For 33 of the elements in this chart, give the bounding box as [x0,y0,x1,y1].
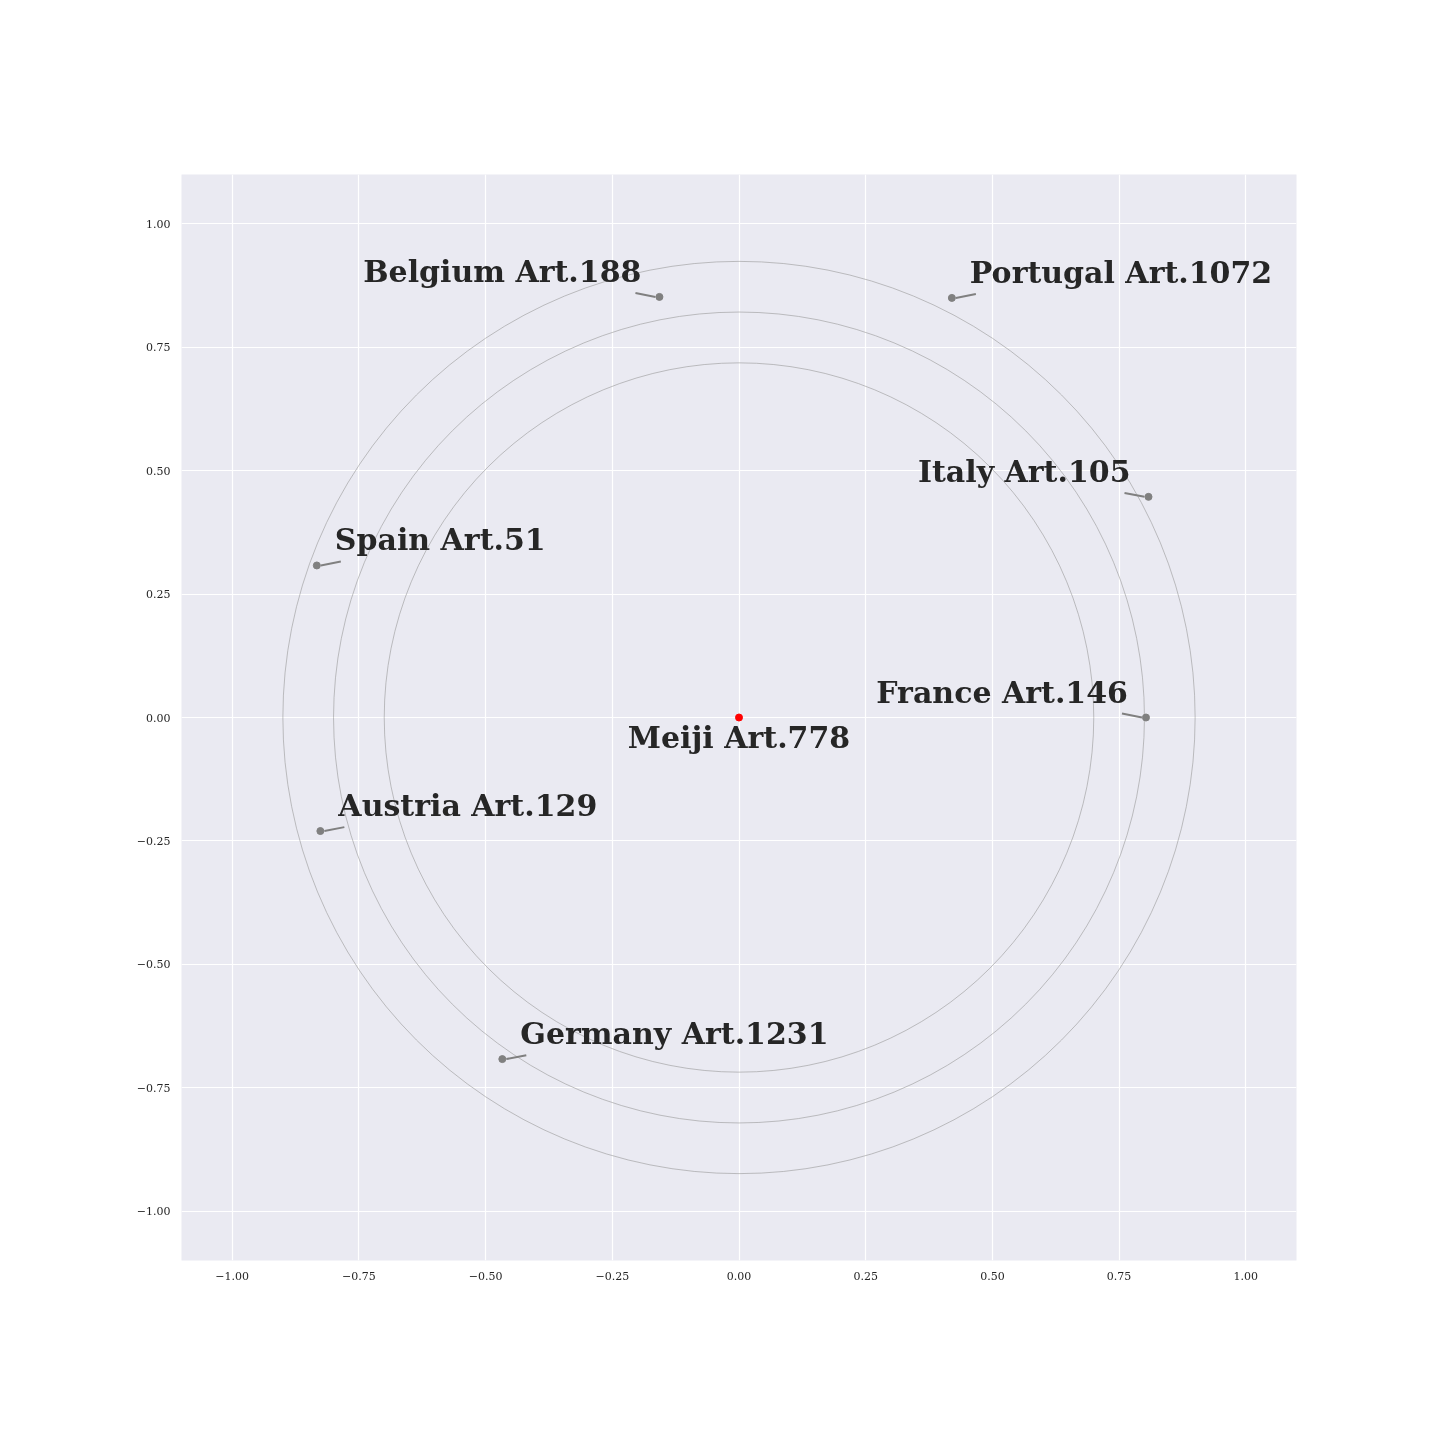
annotation: Germany Art.1231 [520,1016,829,1052]
point [498,1055,507,1064]
point [655,292,664,301]
y-tick-label: −0.75 [136,1081,171,1095]
x-tick-label: −0.50 [468,1269,503,1283]
annotation: Austria Art.129 [337,788,598,824]
y-tick-label: 0.00 [146,711,171,725]
x-tick-label: 0.25 [853,1269,878,1283]
y-tick-label: 0.25 [146,588,171,602]
x-tick-label: 0.50 [980,1269,1005,1283]
x-tick-label: 0.00 [726,1269,752,1283]
annotation: France Art.146 [876,674,1128,710]
y-tick-label: −0.25 [136,834,171,848]
annotation: Spain Art.51 [334,522,546,558]
annotation: Belgium Art.188 [363,253,642,289]
point [1141,713,1150,722]
annotation: Meiji Art.778 [627,719,851,755]
y-tick-label: −1.00 [136,1205,171,1219]
y-tick-label: 0.50 [146,464,171,478]
x-tick-label: 1.00 [1233,1269,1259,1283]
x-tick-label: −0.75 [342,1269,376,1283]
y-tick-label: 0.75 [146,341,171,355]
point [947,293,956,302]
annotation: Portugal Art.1072 [969,254,1273,290]
x-tick-label: 0.75 [1106,1269,1132,1283]
point [316,827,325,836]
x-tick-label: −0.25 [595,1269,630,1283]
y-tick-label: −0.50 [136,958,171,972]
point [1144,492,1153,501]
annotation: Italy Art.105 [917,453,1131,489]
point [312,561,321,570]
x-tick-label: −1.00 [215,1269,250,1283]
y-tick-label: 1.00 [146,217,171,231]
